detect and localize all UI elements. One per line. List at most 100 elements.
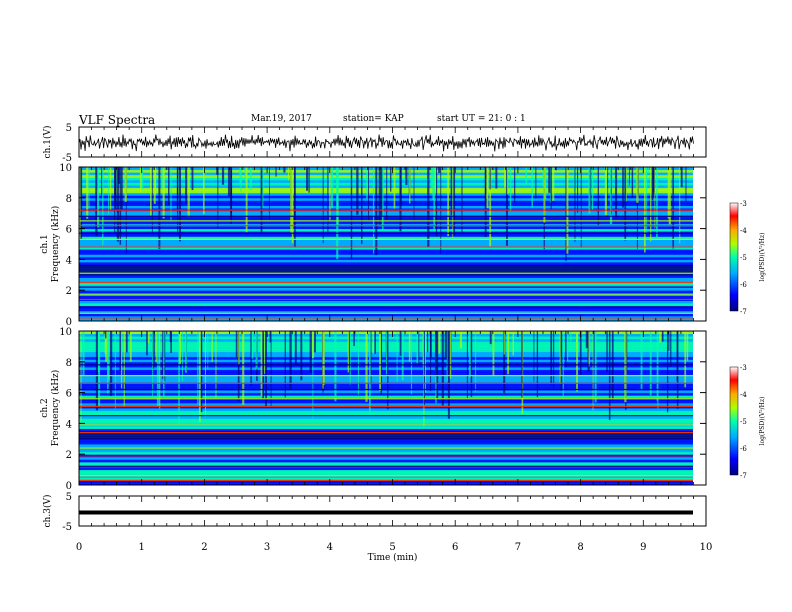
ch1-spectrogram-streak [191, 167, 194, 191]
ch2-spectrogram-ytick-label: 6 [66, 389, 72, 400]
ch2-spectrogram-colorbar-label: log(PSD)(V²/Hz) [759, 397, 766, 446]
ch2-spectrogram-streak [536, 331, 539, 398]
ch2-spectrogram-row [79, 400, 693, 404]
ch2-spectrogram-streak [300, 331, 303, 381]
ch1-spectrogram-streak [461, 167, 463, 235]
ch1-spectrogram-streak [217, 167, 219, 229]
ch1-spectrogram-ytick-label: 0 [66, 317, 72, 328]
ch2-spectrogram-row [79, 418, 693, 422]
ch1-spectrogram-row [79, 195, 693, 199]
ch1-spectrogram-streak [162, 167, 165, 219]
ch2-spectrogram-row [79, 415, 693, 419]
xtick-label: 9 [640, 542, 646, 553]
ch2-spectrogram-streak [611, 331, 614, 401]
ch2-spectrogram-row [79, 392, 693, 396]
ch1-spectrogram-streak [565, 167, 567, 262]
ch1-spectrogram-row [79, 313, 693, 317]
ch2-spectrogram-row [79, 395, 693, 399]
ch1-spectrogram-streak [170, 167, 172, 221]
ch1-spectrogram-streak [427, 167, 430, 247]
ch2-spectrogram-streak [469, 331, 472, 378]
ch1-spectrogram-streak [505, 167, 508, 246]
ch2-spectrogram-row [79, 436, 693, 440]
ch2-spectrogram-streak [579, 331, 582, 376]
ch1-spectrogram-row [79, 254, 693, 258]
ch2-spectrogram-streak [120, 331, 123, 389]
ch1-spectrogram-row [79, 310, 693, 314]
ch1-spectrogram-streak [114, 167, 117, 211]
ch1-spectrogram-streak [155, 167, 157, 195]
ch2-spectrogram-streak [666, 331, 669, 413]
ch1-spectrogram-streak [588, 167, 591, 214]
ch1-spectrogram-row [79, 233, 693, 237]
ch2-spectrogram-colorbar-tick: -3 [740, 364, 747, 372]
ch1-spectrogram-ytick-label: 2 [66, 286, 72, 297]
ch1-spectrogram-streak [102, 167, 104, 246]
ch2-spectrogram-streak [592, 331, 594, 411]
ch2-spectrogram-row [79, 449, 693, 453]
ch1-spectrogram-streak [308, 167, 310, 193]
ch1-spectrogram-streak [185, 167, 188, 204]
ch2-spectrogram-streak [446, 331, 448, 382]
ch1-spectrogram-streak [604, 167, 608, 216]
ch1-spectrogram-ylabel-frequency: Frequency (kHz) [50, 206, 61, 283]
ch2-spectrogram-row [79, 425, 693, 430]
ch2-spectrogram-row [79, 459, 693, 463]
ch2-spectrogram-row [79, 408, 693, 412]
ch1-spectrogram-row [79, 187, 693, 191]
ch2-spectrogram-streak [370, 331, 372, 384]
ch2-spectrogram-streak [322, 331, 325, 385]
ch1-spectrogram-streak [327, 167, 329, 233]
ch1-spectrogram-streak [574, 167, 576, 242]
ch1-spectrogram-streak [380, 167, 383, 216]
ch1-spectrogram-streak [151, 167, 153, 234]
ch1-spectrogram-colorbar-tick: -4 [740, 227, 747, 235]
ch2-spectrogram-streak [385, 331, 388, 375]
ch1-spectrogram-streak [245, 167, 248, 233]
ch2-spectrogram-streak [237, 331, 240, 402]
ch3-waveform-ytick-label: 5 [66, 492, 72, 503]
xtick-label: 0 [76, 542, 82, 553]
ch1-waveform-ylabel: ch.1(V) [42, 126, 53, 159]
ch1-spectrogram-streak [495, 167, 498, 189]
ch1-spectrogram-streak [435, 167, 438, 237]
ch1-spectrogram-streak [591, 167, 594, 211]
ch1-spectrogram-streak [290, 167, 293, 233]
ch1-spectrogram-colorbar [729, 202, 739, 312]
ch2-spectrogram-streak [444, 331, 447, 360]
ch1-spectrogram-streak [432, 167, 434, 201]
ch1-spectrogram-streak [393, 167, 396, 209]
station-label: station= KAP [343, 114, 404, 124]
ch2-spectrogram-row [79, 441, 693, 445]
ch1-spectrogram-streak [543, 167, 546, 223]
ch2-spectrogram-streak [107, 331, 110, 380]
ch2-spectrogram-streak [567, 331, 569, 361]
ch2-spectrogram-streak [114, 331, 116, 409]
ch1-spectrogram-row [79, 241, 693, 245]
ch1-spectrogram-streak [535, 167, 537, 199]
ch2-spectrogram-streak [129, 331, 132, 362]
ch2-spectrogram-streak [197, 331, 199, 405]
ch1-spectrogram-streak [680, 167, 683, 187]
ch2-spectrogram-streak [154, 331, 155, 367]
xtick-label: 5 [389, 542, 395, 553]
ch1-spectrogram-row [79, 300, 693, 304]
ch2-spectrogram-streak [624, 331, 627, 403]
ch2-spectrogram-streak [250, 331, 252, 386]
ch2-spectrogram-streak [80, 331, 82, 422]
ch1-spectrogram-row [79, 256, 693, 260]
ch1-spectrogram-streak [636, 167, 639, 203]
ch1-spectrogram-row [79, 267, 693, 271]
ch1-spectrogram-streak [230, 167, 232, 224]
ch2-spectrogram-streak [570, 331, 572, 342]
ch1-spectrogram-streak [433, 167, 437, 190]
ch2-spectrogram-streak [181, 331, 183, 382]
ch2-spectrogram-streak [185, 331, 187, 373]
ch1-waveform-ytick-label: -5 [62, 153, 72, 164]
ch1-spectrogram-streak [672, 167, 674, 249]
ch2-spectrogram-streak [593, 331, 595, 368]
ch1-spectrogram-row [79, 279, 693, 283]
ch1-spectrogram-row [79, 236, 693, 240]
ch2-spectrogram-row [79, 472, 693, 476]
ch2-spectrogram-streak [251, 331, 254, 359]
